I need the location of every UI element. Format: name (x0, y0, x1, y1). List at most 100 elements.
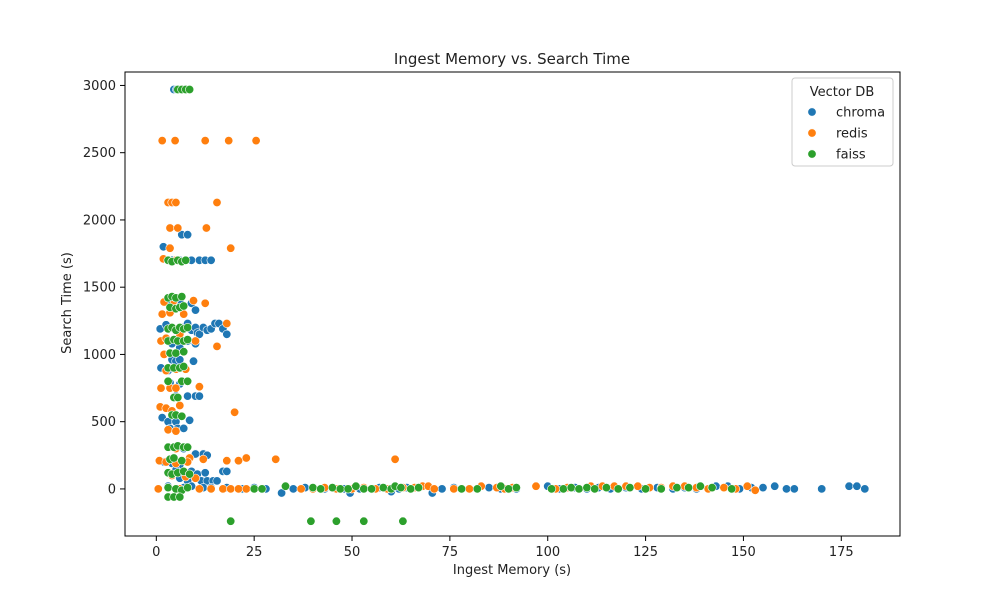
legend-label: faiss (836, 148, 866, 163)
data-point (626, 483, 634, 491)
data-point (297, 485, 305, 493)
series-chroma (156, 85, 869, 497)
data-point (166, 244, 174, 252)
data-point (352, 482, 360, 490)
data-point (172, 384, 180, 392)
data-point (223, 457, 231, 465)
data-point (307, 517, 315, 525)
x-axis-label: Ingest Memory (s) (453, 563, 571, 578)
data-point (234, 485, 242, 493)
chart-title: Ingest Memory vs. Search Time (394, 50, 630, 68)
data-point (242, 454, 250, 462)
data-point (360, 517, 368, 525)
data-point (185, 416, 193, 424)
legend-title: Vector DB (810, 85, 875, 100)
legend-label: chroma (836, 106, 885, 121)
x-tick-label: 75 (442, 545, 459, 560)
data-point (164, 426, 172, 434)
data-point (183, 483, 191, 491)
data-point (845, 482, 853, 490)
y-tick-label: 1000 (83, 348, 116, 363)
data-point (360, 485, 368, 493)
data-point (183, 377, 191, 385)
data-point (397, 483, 405, 491)
y-tick-label: 2000 (83, 213, 116, 228)
data-point (485, 483, 493, 491)
data-point (473, 485, 481, 493)
data-point (172, 198, 180, 206)
data-point (272, 455, 280, 463)
data-point (174, 393, 182, 401)
data-point (367, 485, 375, 493)
legend-marker (808, 108, 816, 116)
data-point (176, 493, 184, 501)
legend-marker (808, 129, 816, 137)
data-point (166, 224, 174, 232)
data-point (183, 335, 191, 343)
data-point (154, 485, 162, 493)
data-point (191, 337, 199, 345)
data-point (158, 136, 166, 144)
data-point (174, 224, 182, 232)
plot-frame (125, 72, 900, 536)
data-point (176, 401, 184, 409)
data-point (172, 349, 180, 357)
x-tick-label: 150 (731, 545, 756, 560)
data-point (281, 482, 289, 490)
data-point (180, 348, 188, 356)
x-tick-label: 0 (152, 545, 160, 560)
data-point (227, 485, 235, 493)
data-point (790, 485, 798, 493)
data-point (183, 231, 191, 239)
data-point (309, 483, 317, 491)
data-point (213, 477, 221, 485)
data-point (213, 198, 221, 206)
y-axis-ticks: 0 500 1000 1500 2000 2500 3000 (83, 79, 125, 497)
data-point (180, 302, 188, 310)
data-point (252, 136, 260, 144)
legend-marker (808, 150, 816, 158)
data-point (213, 342, 221, 350)
x-tick-label: 50 (344, 545, 361, 560)
series-redis (154, 136, 759, 494)
x-tick-label: 175 (829, 545, 854, 560)
legend-label: redis (836, 127, 868, 142)
x-tick-label: 100 (535, 545, 560, 560)
data-point (178, 292, 186, 300)
data-point (289, 485, 297, 493)
data-point (189, 296, 197, 304)
data-point (614, 485, 622, 493)
data-point (183, 443, 191, 451)
data-point (158, 310, 166, 318)
data-point (512, 483, 520, 491)
data-point (497, 482, 505, 490)
data-point (379, 483, 387, 491)
y-axis-label: Search Time (s) (60, 252, 75, 354)
data-point (818, 485, 826, 493)
data-point (743, 482, 751, 490)
data-point (183, 392, 191, 400)
data-point (227, 517, 235, 525)
data-point (199, 455, 207, 463)
data-point (465, 485, 473, 493)
data-point (438, 485, 446, 493)
legend: Vector DB chroma redis faiss (792, 78, 893, 166)
data-point (223, 467, 231, 475)
x-tick-label: 125 (633, 545, 658, 560)
data-point (178, 412, 186, 420)
data-point (782, 485, 790, 493)
data-point (591, 485, 599, 493)
data-point (201, 469, 209, 477)
data-point (219, 485, 227, 493)
x-tick-label: 25 (246, 545, 263, 560)
data-point (207, 256, 215, 264)
data-point (202, 224, 210, 232)
data-point (430, 485, 438, 493)
data-point (317, 485, 325, 493)
data-point (532, 482, 540, 490)
data-point (328, 483, 336, 491)
data-point (567, 483, 575, 491)
data-point (547, 485, 555, 493)
data-point (258, 485, 266, 493)
data-point (583, 483, 591, 491)
